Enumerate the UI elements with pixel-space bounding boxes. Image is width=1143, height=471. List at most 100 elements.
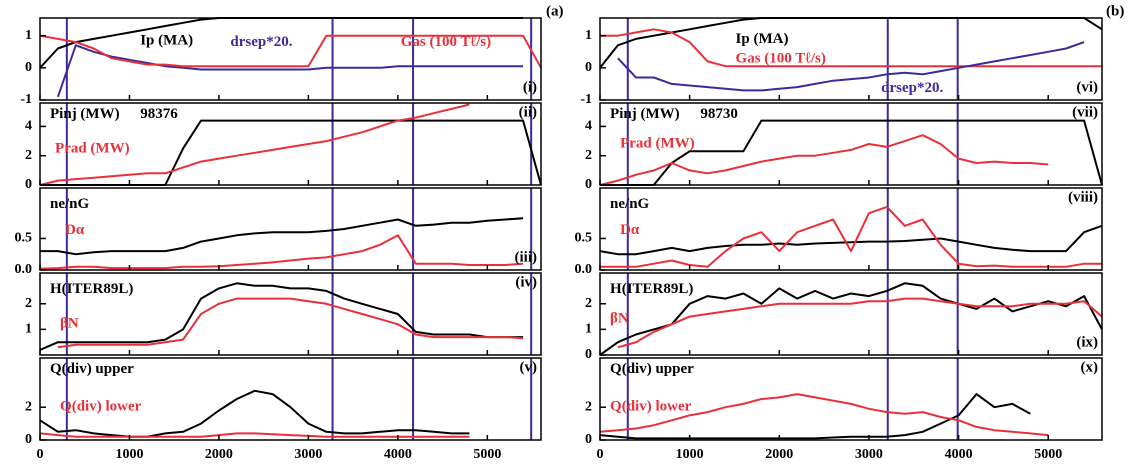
y-tick-label: 0.0 (15, 262, 33, 277)
series-label: Pinj (MW) (610, 106, 680, 122)
series-label: Dα (65, 222, 85, 238)
y-tick-label: 0 (25, 432, 32, 447)
plot-frame (599, 272, 1103, 356)
y-tick-label: -1 (20, 92, 32, 107)
plot-frame (599, 357, 1103, 441)
x-tick-label: 5000 (1034, 447, 1062, 462)
x-tick-label: 1000 (115, 447, 143, 462)
plot-frame (599, 17, 1103, 101)
panel-label: (i) (523, 79, 537, 95)
shot-number: 98376 (140, 106, 178, 122)
x-tick-label: 0 (37, 447, 44, 462)
panel-label: (viii) (1068, 189, 1098, 205)
y-tick-label: 2 (585, 399, 592, 414)
series-label: Q(div) upper (610, 361, 694, 377)
shot-number: 98730 (700, 106, 738, 122)
series-line (599, 393, 1049, 437)
y-tick-label: 0 (25, 60, 32, 75)
series-label: Prad (MW) (620, 135, 695, 151)
series-label: drsep*20. (881, 80, 943, 96)
y-tick-label: 1 (25, 28, 32, 43)
panel-label: (iv) (515, 274, 537, 290)
panel-label: (x) (1081, 359, 1099, 375)
plot-frame (599, 187, 1103, 271)
x-tick-label: 5000 (473, 447, 501, 462)
series-label: drsep*20. (230, 34, 292, 50)
series-label: Pinj (MW) (50, 106, 120, 122)
series-label: Gas (100 Tℓ/s) (736, 50, 826, 66)
series-line (56, 44, 524, 98)
plot-frame (39, 272, 542, 356)
series-line (599, 17, 1103, 69)
y-tick-label: 0 (585, 432, 592, 447)
plot-frame (39, 187, 542, 271)
x-tick-label: 4000 (384, 447, 412, 462)
x-tick-label: 2000 (205, 447, 233, 462)
y-tick-label: 0 (585, 60, 592, 75)
series-label: Q(div) lower (610, 399, 692, 415)
x-tick-label: 3000 (855, 447, 883, 462)
x-tick-label: 1000 (676, 447, 704, 462)
x-tick-label: 2000 (765, 447, 793, 462)
plot-frame (39, 102, 542, 186)
y-tick-label: 1 (585, 28, 592, 43)
series-label: Ip (MA) (736, 31, 789, 47)
series-label: H(ITER89L) (610, 281, 693, 297)
column-letter: (b) (1106, 3, 1124, 19)
series-line (57, 297, 524, 349)
y-tick-label: 1 (25, 322, 32, 337)
y-tick-label: -1 (580, 92, 592, 107)
panel-label: (ix) (1076, 334, 1098, 350)
series-label: Ip (MA) (140, 32, 193, 48)
y-tick-label: 0.0 (575, 262, 593, 277)
column-letter: (a) (546, 3, 564, 19)
series-line (39, 34, 542, 69)
panel-label: (vii) (1072, 104, 1098, 120)
y-tick-label: 2 (585, 296, 592, 311)
series-label: ne/nG (610, 196, 650, 212)
y-tick-label: 4 (585, 119, 592, 134)
series-line (39, 234, 524, 270)
series-line (40, 217, 524, 256)
series-line (617, 41, 1085, 92)
y-tick-label: 2 (25, 148, 32, 163)
y-tick-label: 2 (25, 296, 32, 311)
plot-frame (39, 357, 542, 441)
panel-label: (v) (520, 359, 538, 375)
y-tick-label: 0 (585, 347, 592, 362)
x-tick-label: 3000 (294, 447, 322, 462)
series-line (600, 119, 1103, 186)
y-tick-label: 4 (25, 119, 32, 134)
x-tick-label: 0 (597, 447, 604, 462)
series-label: Q(div) upper (50, 361, 134, 377)
y-tick-label: 1 (585, 322, 592, 337)
series-line (599, 224, 1103, 256)
series-line (600, 28, 1102, 68)
series-line (39, 389, 470, 438)
series-label: Q(div) lower (60, 399, 142, 415)
x-tick-label: 4000 (945, 447, 973, 462)
series-line (599, 393, 1031, 440)
y-tick-label: 0.5 (15, 231, 33, 246)
series-line (617, 297, 1103, 349)
y-tick-label: 0 (585, 177, 592, 192)
series-label: ne/nG (50, 196, 90, 212)
y-tick-label: 0 (25, 177, 32, 192)
series-label: βN (60, 315, 79, 331)
series-line (600, 205, 1102, 268)
series-line (39, 103, 470, 186)
y-tick-label: 2 (25, 399, 32, 414)
series-label: Dα (620, 222, 640, 238)
plot-frame (39, 17, 542, 101)
series-label: βN (610, 310, 629, 326)
panel-label: (vi) (1076, 79, 1098, 95)
series-line (599, 134, 1049, 186)
series-line (39, 282, 524, 351)
panel-label: (iii) (515, 249, 538, 265)
series-label: Prad (MW) (55, 140, 130, 156)
plot-frame (599, 102, 1103, 186)
series-label: Gas (100 Tℓ/s) (401, 34, 491, 50)
y-tick-label: 0.5 (575, 231, 593, 246)
panel-label: (ii) (519, 104, 537, 120)
